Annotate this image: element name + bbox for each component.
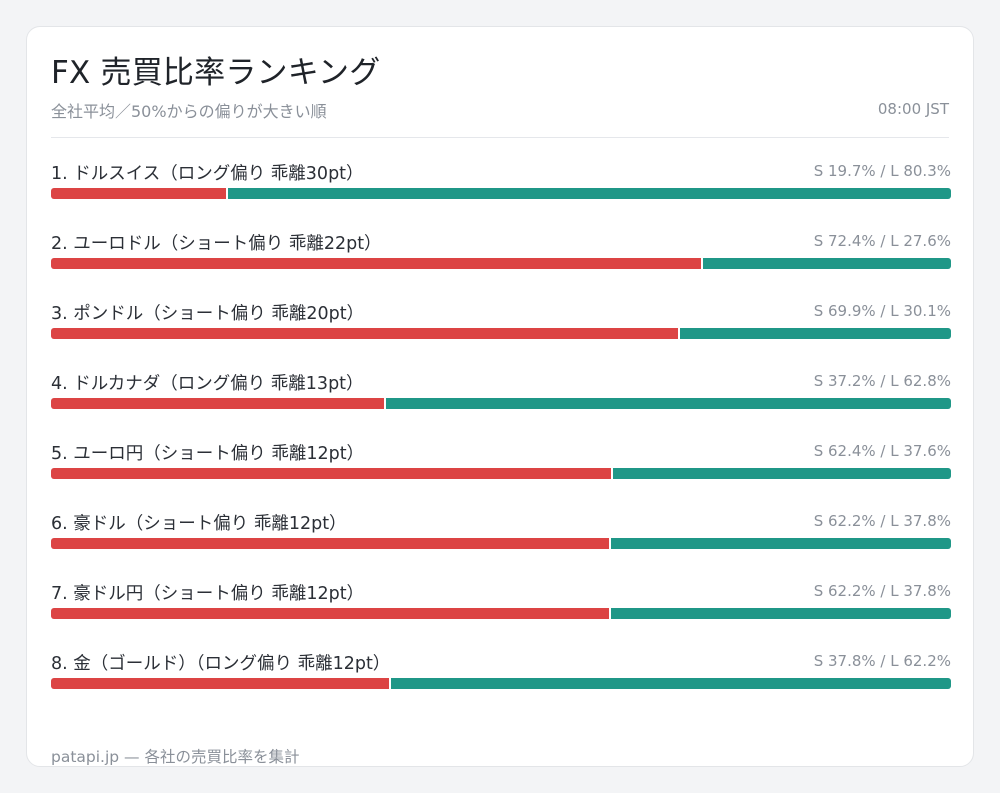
- long-bar-segment: [391, 678, 951, 689]
- row-label: 5. ユーロ円（ショート偏り 乖離12pt）: [51, 444, 365, 464]
- page-title: FX 売買比率ランキング: [51, 55, 381, 91]
- row-ratio: S 62.4% / L 37.6%: [813, 442, 951, 460]
- row-ratio: S 37.2% / L 62.8%: [813, 372, 951, 390]
- row-label: 2. ユーロドル（ショート偏り 乖離22pt）: [51, 234, 382, 254]
- row-ratio: S 19.7% / L 80.3%: [813, 162, 951, 180]
- row-ratio: S 37.8% / L 62.2%: [813, 652, 951, 670]
- ratio-bar: [51, 468, 951, 479]
- ranking-row: 5. ユーロ円（ショート偏り 乖離12pt） S 62.4% / L 37.6%: [51, 440, 951, 510]
- row-label: 4. ドルカナダ（ロング偏り 乖離13pt）: [51, 374, 364, 394]
- ranking-row: 4. ドルカナダ（ロング偏り 乖離13pt） S 37.2% / L 62.8%: [51, 370, 951, 440]
- row-label: 3. ポンドル（ショート偏り 乖離20pt）: [51, 304, 365, 324]
- ranking-list: 1. ドルスイス（ロング偏り 乖離30pt） S 19.7% / L 80.3% 2…: [51, 160, 951, 720]
- update-time: 08:00 JST: [877, 100, 949, 118]
- ranking-row: 3. ポンドル（ショート偏り 乖離20pt） S 69.9% / L 30.1%: [51, 300, 951, 370]
- header-divider: [51, 137, 949, 138]
- long-bar-segment: [612, 468, 951, 479]
- short-bar-segment: [51, 608, 611, 619]
- ranking-row: 6. 豪ドル（ショート偏り 乖離12pt） S 62.2% / L 37.8%: [51, 510, 951, 580]
- ranking-row: 7. 豪ドル円（ショート偏り 乖離12pt） S 62.2% / L 37.8%: [51, 580, 951, 650]
- row-ratio: S 72.4% / L 27.6%: [813, 232, 951, 250]
- row-label: 1. ドルスイス（ロング偏り 乖離30pt）: [51, 164, 364, 184]
- ranking-row: 8. 金（ゴールド）（ロング偏り 乖離12pt） S 37.8% / L 62.2…: [51, 650, 951, 720]
- short-bar-segment: [51, 678, 392, 689]
- short-bar-segment: [51, 188, 229, 199]
- long-bar-segment: [610, 538, 951, 549]
- row-ratio: S 62.2% / L 37.8%: [813, 512, 951, 530]
- ratio-bar: [51, 188, 951, 199]
- long-bar-segment: [702, 258, 951, 269]
- long-bar-segment: [385, 398, 951, 409]
- row-ratio: S 62.2% / L 37.8%: [813, 582, 951, 600]
- page-subtitle: 全社平均／50%からの偏りが大きい順: [51, 102, 327, 121]
- row-label: 8. 金（ゴールド）（ロング偏り 乖離12pt）: [51, 654, 391, 674]
- row-label: 7. 豪ドル円（ショート偏り 乖離12pt）: [51, 584, 365, 604]
- long-bar-segment: [228, 188, 951, 199]
- ranking-row: 1. ドルスイス（ロング偏り 乖離30pt） S 19.7% / L 80.3%: [51, 160, 951, 230]
- long-bar-segment: [610, 608, 951, 619]
- short-bar-segment: [51, 468, 613, 479]
- short-bar-segment: [51, 538, 611, 549]
- short-bar-segment: [51, 398, 386, 409]
- short-bar-segment: [51, 328, 681, 339]
- long-bar-segment: [680, 328, 951, 339]
- short-bar-segment: [51, 258, 703, 269]
- footer-note: patapi.jp — 各社の売買比率を集計: [51, 748, 300, 766]
- ratio-bar: [51, 398, 951, 409]
- row-label: 6. 豪ドル（ショート偏り 乖離12pt）: [51, 514, 347, 534]
- row-ratio: S 69.9% / L 30.1%: [813, 302, 951, 320]
- ratio-bar: [51, 328, 951, 339]
- ratio-bar: [51, 608, 951, 619]
- ranking-row: 2. ユーロドル（ショート偏り 乖離22pt） S 72.4% / L 27.6%: [51, 230, 951, 300]
- ratio-bar: [51, 678, 951, 689]
- ranking-card: FX 売買比率ランキング 全社平均／50%からの偏りが大きい順 08:00 JS…: [26, 26, 974, 767]
- ratio-bar: [51, 538, 951, 549]
- ratio-bar: [51, 258, 951, 269]
